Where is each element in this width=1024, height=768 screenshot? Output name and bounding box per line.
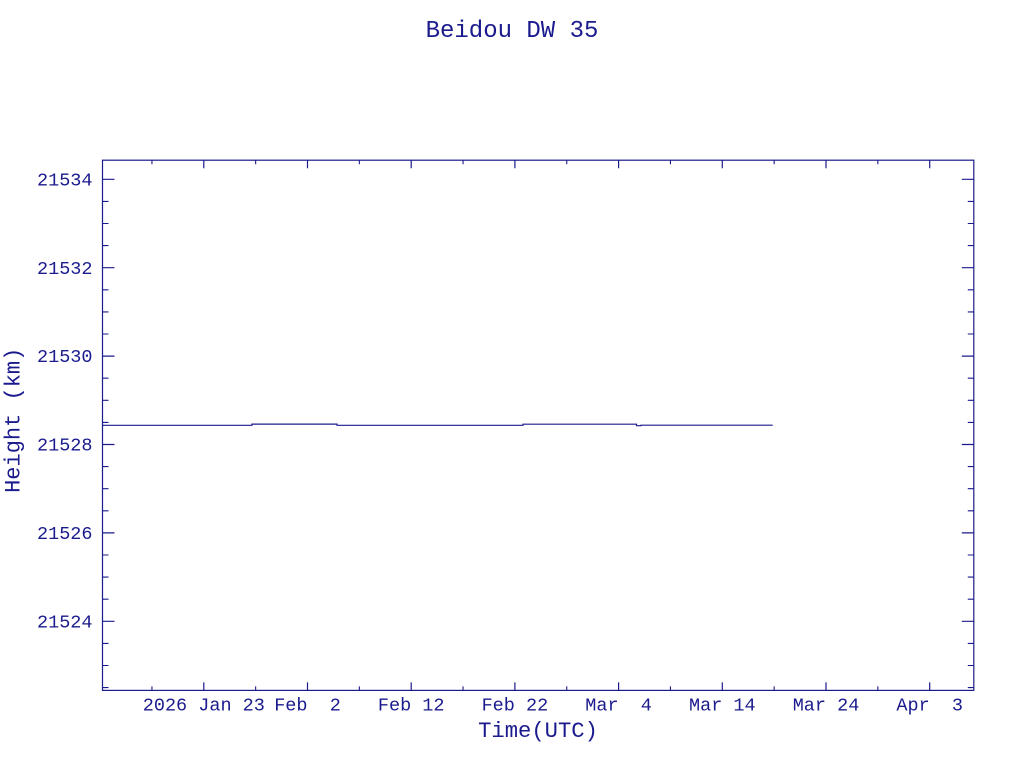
- svg-text:21530: 21530: [37, 347, 93, 368]
- svg-text:Mar 4: Mar 4: [585, 695, 652, 716]
- svg-text:Apr 3: Apr 3: [896, 695, 963, 716]
- svg-text:Beidou DW 35: Beidou DW 35: [426, 18, 599, 45]
- svg-text:Mar 14: Mar 14: [689, 695, 756, 716]
- svg-text:21534: 21534: [37, 170, 93, 191]
- svg-text:21526: 21526: [37, 524, 93, 545]
- svg-text:Feb 12: Feb 12: [378, 695, 445, 716]
- svg-text:Feb 2: Feb 2: [274, 695, 341, 716]
- svg-text:21524: 21524: [37, 612, 93, 633]
- svg-text:21528: 21528: [37, 436, 93, 457]
- svg-text:Time(UTC): Time(UTC): [478, 719, 598, 744]
- svg-text:Feb 22: Feb 22: [482, 695, 549, 716]
- svg-text:21532: 21532: [37, 259, 93, 280]
- svg-text:2026 Jan 23: 2026 Jan 23: [143, 695, 265, 716]
- svg-text:Mar 24: Mar 24: [793, 695, 860, 716]
- svg-text:Height (km): Height (km): [1, 348, 26, 493]
